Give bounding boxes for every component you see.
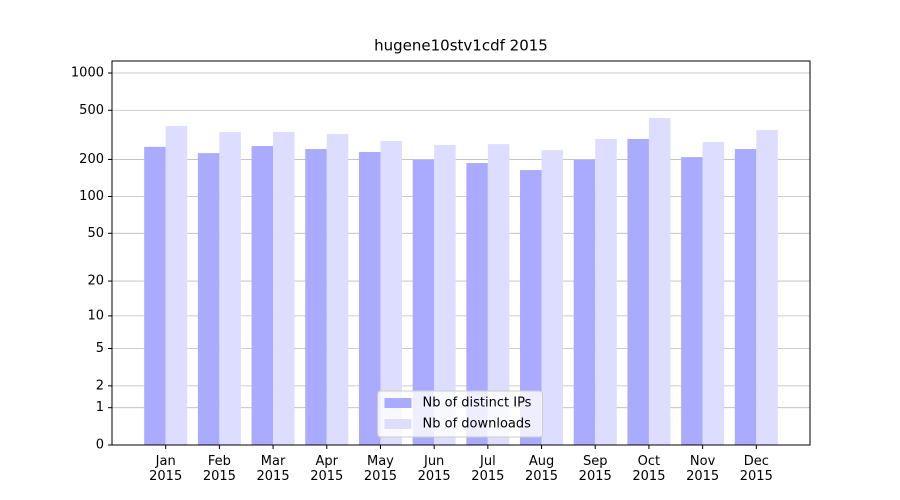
- x-tick-label: Aug 2015: [524, 454, 559, 484]
- x-tick-label: Jun 2015: [417, 454, 451, 484]
- bar: [305, 149, 327, 446]
- y-tick-label: 10: [87, 308, 104, 323]
- legend: Nb of distinct IPs Nb of downloads: [377, 390, 543, 438]
- bar: [358, 151, 381, 445]
- y-tick-label: 500: [79, 103, 104, 118]
- bar: [681, 157, 703, 445]
- x-tick-label: Mar 2015: [256, 454, 290, 484]
- y-tick-label: 1: [96, 400, 104, 415]
- x-tick-label: Apr 2015: [310, 454, 344, 484]
- y-tick-label: 1000: [71, 66, 104, 81]
- x-tick-label: Sep 2015: [578, 454, 612, 484]
- bar: [251, 146, 274, 445]
- bar: [756, 130, 778, 445]
- plot-frame: [111, 60, 811, 446]
- bar: [434, 144, 456, 445]
- bar: [573, 159, 596, 445]
- y-tick-label: 20: [87, 274, 104, 289]
- y-tick-label: 0: [96, 438, 104, 453]
- y-tick-label: 5: [96, 341, 104, 356]
- bars: [144, 118, 778, 446]
- bar: [144, 146, 166, 445]
- y-tick-label: 200: [79, 152, 104, 167]
- bar: [487, 144, 510, 445]
- bar: [520, 170, 542, 445]
- x-tick-label: Oct 2015: [632, 454, 666, 484]
- legend-swatch: [384, 419, 412, 429]
- bar: [197, 153, 220, 445]
- legend-box: [377, 390, 543, 438]
- bar: [380, 141, 402, 445]
- bar: [326, 134, 349, 445]
- bar: [627, 138, 649, 446]
- x-tick-label: Feb 2015: [202, 454, 236, 484]
- legend-label: Nb of distinct IPs: [423, 396, 532, 411]
- bar: [541, 150, 564, 445]
- bar: [648, 118, 671, 445]
- y-tick-label: 100: [79, 189, 104, 204]
- bar: [466, 163, 488, 446]
- bar: [734, 149, 757, 446]
- legend-label: Nb of downloads: [423, 417, 532, 432]
- bar: [219, 132, 241, 445]
- x-tick-label: Jan 2015: [149, 454, 183, 484]
- bar: [595, 138, 617, 446]
- y-tick-label: 50: [87, 226, 104, 241]
- legend-swatch: [384, 398, 412, 408]
- x-tick-label: Nov 2015: [686, 454, 720, 484]
- bar: [702, 141, 725, 445]
- y-tick-label: 2: [96, 378, 104, 393]
- x-tick-label: May 2015: [363, 454, 397, 484]
- chart-title: hugene10stv1cdf 2015: [374, 37, 548, 55]
- bar: [165, 126, 188, 446]
- bar: [412, 159, 435, 445]
- bar: [273, 132, 295, 445]
- x-tick-label: Dec 2015: [739, 454, 773, 484]
- x-tick-label: Jul 2015: [471, 454, 505, 484]
